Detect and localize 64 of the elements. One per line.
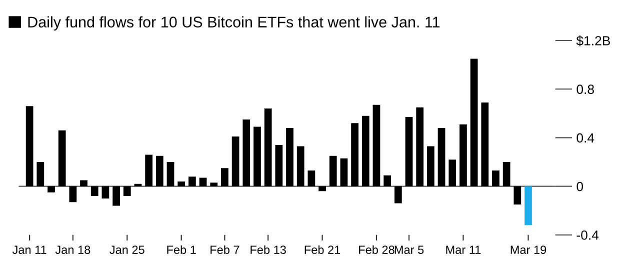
bar bbox=[340, 158, 348, 186]
bar bbox=[470, 58, 478, 186]
bar bbox=[242, 119, 250, 186]
bar bbox=[296, 146, 304, 186]
bar bbox=[318, 186, 326, 192]
bar bbox=[90, 186, 98, 196]
legend-label: Daily fund flows for 10 US Bitcoin ETFs that went live Jan. 11 bbox=[28, 16, 440, 30]
bar bbox=[492, 170, 500, 186]
bar bbox=[514, 186, 522, 205]
x-tick-label: Jan 18 bbox=[55, 246, 90, 254]
bar bbox=[145, 154, 152, 186]
bar bbox=[112, 186, 120, 206]
bar bbox=[232, 136, 240, 186]
bar bbox=[156, 156, 164, 186]
bar bbox=[460, 124, 467, 186]
bar bbox=[416, 107, 424, 186]
y-tick-label: $1.2B bbox=[576, 36, 610, 46]
x-tick-label: Jan 11 bbox=[12, 246, 46, 254]
bar bbox=[308, 170, 316, 186]
y-tick-label: -0.4 bbox=[576, 230, 599, 240]
bar bbox=[394, 186, 402, 204]
bar bbox=[427, 146, 434, 186]
bar bbox=[102, 186, 110, 198]
y-tick-label: 0.8 bbox=[576, 84, 594, 94]
x-tick-label: Feb 21 bbox=[304, 245, 340, 254]
bar bbox=[448, 160, 456, 186]
bar bbox=[254, 126, 261, 186]
bar bbox=[26, 106, 34, 186]
bar bbox=[481, 102, 489, 186]
bar bbox=[524, 186, 532, 226]
bar bbox=[438, 128, 446, 186]
bar bbox=[351, 123, 358, 186]
bar bbox=[199, 178, 207, 186]
bar bbox=[36, 162, 44, 186]
x-tick-label: Mar 11 bbox=[446, 246, 481, 254]
x-tick-label: Mar 19 bbox=[510, 246, 546, 254]
bar bbox=[221, 168, 228, 186]
bar bbox=[166, 162, 174, 186]
y-tick-label: 0.4 bbox=[576, 133, 594, 143]
bar bbox=[58, 130, 66, 186]
bar bbox=[210, 182, 218, 186]
bar bbox=[286, 128, 294, 186]
bar bbox=[384, 175, 392, 186]
x-tick-label: Jan 25 bbox=[110, 246, 144, 254]
bar bbox=[48, 186, 55, 192]
y-tick-label: 0 bbox=[576, 182, 584, 192]
x-tick-label: Feb 7 bbox=[210, 245, 240, 254]
x-tick-label: Mar 5 bbox=[394, 246, 424, 254]
bar bbox=[188, 176, 196, 186]
bar bbox=[69, 186, 77, 202]
bar bbox=[264, 108, 272, 186]
x-tick-label: Feb 13 bbox=[250, 245, 286, 254]
bar bbox=[80, 180, 88, 186]
bar bbox=[362, 116, 370, 186]
x-tick-label: Feb 1 bbox=[167, 245, 196, 254]
bar bbox=[134, 184, 142, 186]
bar bbox=[178, 181, 186, 186]
bar bbox=[123, 186, 131, 196]
bar bbox=[405, 117, 413, 186]
bar bbox=[372, 104, 380, 186]
bar bbox=[275, 144, 283, 186]
x-tick-label: Feb 28 bbox=[359, 245, 394, 254]
bar bbox=[502, 162, 510, 186]
bar bbox=[329, 156, 337, 186]
